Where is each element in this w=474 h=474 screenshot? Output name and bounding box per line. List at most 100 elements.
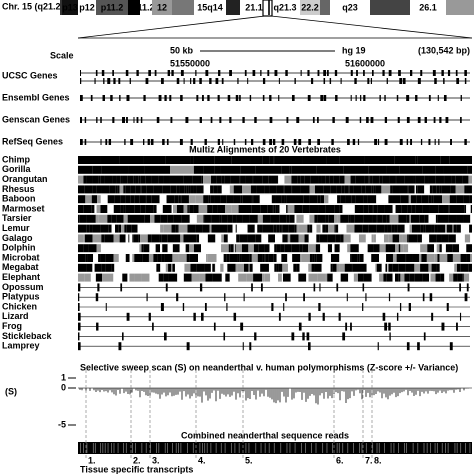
exon [388, 70, 392, 76]
alignment-block [386, 165, 400, 174]
alignment-block [315, 244, 321, 253]
exon [363, 95, 366, 101]
alignment-block [134, 254, 141, 262]
exon [110, 95, 113, 101]
exon [154, 70, 157, 76]
exon [327, 70, 329, 76]
alignment-block [136, 214, 145, 223]
alignment-block [119, 234, 126, 243]
alignment-block [78, 175, 84, 184]
alignment-block [385, 244, 389, 253]
exon [80, 139, 83, 145]
position-label: 51600000 [345, 58, 385, 68]
alignment-block [351, 195, 356, 204]
alignment-block [366, 263, 368, 272]
alignment-block [170, 165, 194, 174]
alignment-block [175, 224, 178, 233]
alignment-block [428, 195, 432, 204]
exon [156, 117, 160, 123]
alignment-block [211, 224, 220, 233]
alignment-block [441, 322, 445, 331]
alignment-block [428, 214, 436, 223]
alignment-block [307, 224, 310, 233]
read-gap [434, 443, 436, 453]
alignment-block [296, 224, 299, 233]
alignment-block [221, 273, 226, 282]
alignment-block [426, 254, 435, 262]
alignment-block [211, 175, 217, 184]
alignment-block [115, 185, 118, 194]
exon [229, 70, 232, 76]
reads-title: Combined neanderthal sequence reads [181, 430, 349, 440]
exon [218, 70, 221, 76]
alignment-block [84, 185, 93, 194]
alignment-block [280, 244, 285, 253]
exon [433, 117, 436, 123]
alignment-block [382, 175, 390, 184]
alignment-row [78, 263, 472, 272]
exon [162, 139, 165, 145]
alignment-block [249, 342, 252, 351]
exon [136, 70, 139, 76]
alignment-block [338, 224, 347, 233]
alignment-block [141, 244, 144, 253]
alignment-block [191, 273, 200, 282]
alignment-block [314, 214, 318, 223]
alignment-block [334, 244, 340, 253]
alignment-block [152, 273, 159, 282]
exon [410, 139, 413, 145]
alignment-block [255, 234, 262, 243]
alignment-block [239, 175, 241, 184]
alignment-block [267, 205, 273, 213]
alignment-block [226, 254, 230, 262]
alignment-block [316, 165, 344, 174]
alignment-block [251, 254, 258, 262]
exon [185, 117, 189, 123]
read-gap [338, 443, 340, 453]
alignment-block [320, 195, 325, 204]
alignment-block [175, 175, 184, 184]
alignment-block [96, 205, 101, 213]
alignment-block [415, 175, 425, 184]
read-gap [445, 443, 446, 453]
alignment-block [190, 156, 194, 164]
alignment-block [435, 175, 444, 184]
alignment-block [369, 175, 371, 184]
alignment-block [266, 224, 274, 233]
exon [166, 139, 169, 145]
alignment-block [86, 214, 96, 223]
alignment-block [141, 185, 147, 194]
alignment-block [299, 244, 303, 253]
alignment-block [308, 263, 312, 272]
alignment-block [400, 273, 405, 282]
alignment-block [257, 224, 260, 233]
alignment-block [317, 214, 326, 223]
alignment-block [404, 273, 410, 282]
alignment-block [421, 195, 429, 204]
read-gap [86, 443, 88, 453]
alignment-block [309, 185, 315, 194]
alignment-block [395, 175, 397, 184]
alignment-block [386, 273, 393, 282]
exon [456, 78, 460, 84]
sweep-title: Selective sweep scan (S) on neanderthal … [80, 362, 458, 372]
alignment-block [459, 312, 462, 321]
alignment-block [160, 303, 164, 311]
alignment-block [122, 175, 128, 184]
species-label: Opossum [2, 282, 44, 292]
alignment-block [430, 273, 436, 282]
band [410, 0, 446, 15]
alignment-block [211, 214, 220, 223]
alignment-block [147, 234, 152, 243]
alignment-block [398, 273, 401, 282]
alignment-block [111, 214, 117, 223]
alignment-block [201, 244, 209, 253]
alignment-block [126, 224, 132, 233]
alignment-block [339, 156, 365, 164]
alignment-block [92, 185, 97, 194]
exon [439, 117, 442, 123]
alignment-block [78, 165, 93, 174]
alignment-block [308, 234, 317, 243]
alignment-block [127, 175, 130, 184]
alignment-block [394, 273, 399, 282]
